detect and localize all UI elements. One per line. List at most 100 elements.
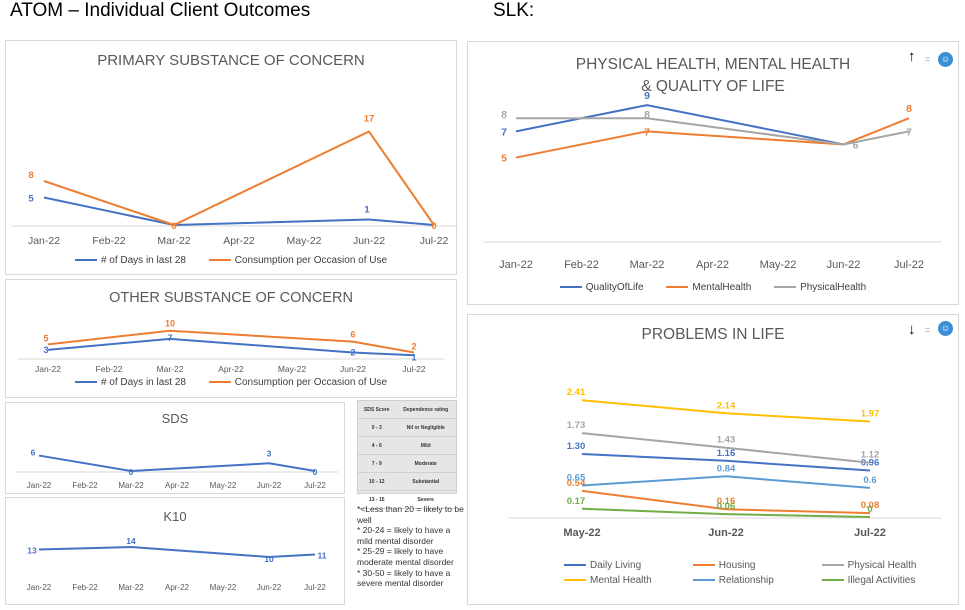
legend-item: MentalHealth bbox=[666, 282, 751, 293]
physical-mental-health-chart: PHYSICAL HEALTH, MENTAL HEALTH & QUALITY… bbox=[467, 41, 959, 305]
x-tick-label: Jan-22 bbox=[35, 364, 61, 374]
x-tick-label: Mar-22 bbox=[118, 583, 144, 592]
x-tick-label: Feb-22 bbox=[72, 481, 98, 490]
data-label: 0.65 bbox=[567, 473, 586, 484]
series-line bbox=[43, 196, 435, 227]
data-label: 0 bbox=[171, 221, 176, 232]
legend-swatch bbox=[208, 259, 231, 262]
data-label: 7 bbox=[906, 126, 912, 138]
data-label: 1.16 bbox=[717, 448, 736, 459]
series-line bbox=[581, 432, 871, 464]
x-tick-label: Jul-22 bbox=[304, 583, 326, 592]
x-tick-label: Apr-22 bbox=[165, 481, 190, 490]
x-tick-label: Apr-22 bbox=[165, 583, 190, 592]
slk-label: SLK: bbox=[493, 0, 535, 21]
chart-title: PROBLEMS IN LIFE bbox=[641, 326, 785, 343]
x-tick-label: Jun-22 bbox=[353, 235, 385, 247]
face-icon[interactable]: ☺ bbox=[938, 321, 953, 336]
other-substance-chart: OTHER SUBSTANCE OF CONCERN Jan-22 Feb-22 M… bbox=[5, 279, 457, 398]
chart-legend: Daily Living Housing Physical Health Men… bbox=[564, 558, 954, 588]
data-label: 8 bbox=[501, 109, 507, 121]
data-label: 1 bbox=[411, 352, 416, 362]
note-line: *<Less than 20 = likely to be well bbox=[357, 504, 464, 525]
data-label: 2 bbox=[350, 348, 355, 358]
data-label: 6 bbox=[31, 448, 36, 458]
series-line bbox=[38, 545, 316, 559]
data-label: 10 bbox=[264, 554, 274, 564]
series-line bbox=[581, 507, 871, 518]
data-label: 0.08 bbox=[861, 500, 880, 511]
data-label: 5 bbox=[28, 194, 34, 205]
x-tick-label: Apr-22 bbox=[218, 364, 244, 374]
data-label: 1.43 bbox=[717, 435, 736, 446]
legend-swatch bbox=[821, 564, 844, 567]
data-label: 8 bbox=[28, 170, 33, 181]
data-label: 3 bbox=[43, 345, 48, 355]
chart-title: PHYSICAL HEALTH, MENTAL HEALTH & QUALITY… bbox=[468, 54, 958, 98]
table-cell: 4 - 6 bbox=[358, 436, 396, 455]
down-arrow-icon[interactable]: ↓ bbox=[908, 321, 916, 338]
table-row: 13 - 15 Severe bbox=[358, 490, 456, 509]
note-line: * 20-24 = likely to have a mild mental d… bbox=[357, 525, 451, 546]
legend-item: # of Days in last 28 bbox=[74, 377, 186, 388]
problems-chart-svg: May-22 Jun-22 Jul-221.301.160.960.540.16 0.… bbox=[508, 387, 942, 539]
x-tick-label: Apr-22 bbox=[696, 259, 729, 271]
legend-swatch bbox=[564, 564, 586, 567]
data-label: 2 bbox=[411, 342, 416, 352]
data-label: 0.6 bbox=[863, 475, 876, 486]
data-label: 8 bbox=[906, 103, 912, 115]
x-tick-label: Jul-22 bbox=[420, 235, 449, 247]
series-line bbox=[47, 329, 415, 354]
x-tick-label: Jan-22 bbox=[28, 235, 60, 247]
x-tick-label: Jul-22 bbox=[894, 259, 924, 271]
table-cell: Mild bbox=[395, 436, 456, 455]
data-label: 1.30 bbox=[567, 441, 586, 452]
x-tick-label: Feb-22 bbox=[96, 364, 123, 374]
page-title: ATOM – Individual Client Outcomes bbox=[10, 0, 311, 21]
x-tick-label: Jun-22 bbox=[257, 481, 282, 490]
legend-swatch bbox=[774, 286, 797, 289]
chart-title: PRIMARY SUBSTANCE OF CONCERN bbox=[97, 52, 365, 69]
x-tick-label: Feb-22 bbox=[564, 259, 599, 271]
data-label: 1.97 bbox=[861, 409, 880, 420]
table-row: 4 - 6 Mild bbox=[358, 436, 456, 455]
legend-label: # of Days in last 28 bbox=[100, 377, 186, 388]
sds-reference-table: SDS Score Dependence rating 0 - 3 Nil or … bbox=[357, 400, 457, 509]
other-chart-svg: Jan-22 Feb-22 Mar-22 Apr-22 May-22 Jun-22 Jul-… bbox=[17, 319, 445, 374]
legend-swatch bbox=[208, 381, 231, 384]
data-label: 5 bbox=[501, 153, 507, 165]
legend-label: Relationship bbox=[718, 575, 774, 586]
chart-title-line: & QUALITY OF LIFE bbox=[641, 78, 785, 95]
series-line bbox=[581, 453, 871, 472]
legend-label: # of Days in last 28 bbox=[100, 255, 186, 266]
sds-chart-svg: Jan-22 Feb-22 Mar-22 Apr-22 May-22 Jun-22 Jul-… bbox=[16, 448, 338, 490]
legend-swatch bbox=[564, 579, 586, 582]
series-line bbox=[515, 117, 910, 159]
note-line: * 30-50 = likely to have a severe mental… bbox=[357, 567, 451, 589]
series-line bbox=[581, 489, 871, 515]
data-label: 8 bbox=[644, 109, 650, 121]
x-tick-label: Jun-22 bbox=[340, 364, 366, 374]
legend-label: Mental Health bbox=[590, 575, 652, 586]
data-label: 1.12 bbox=[861, 450, 880, 461]
legend-item: Illegal Activities bbox=[821, 575, 948, 586]
series-line bbox=[581, 399, 871, 423]
sds-chart: SDS Jan-22 Feb-22 Mar-22 Apr-22 May-22 Jun-22… bbox=[5, 402, 345, 494]
legend-swatch bbox=[74, 259, 97, 262]
table-header-row: SDS Score Dependence rating bbox=[358, 401, 456, 419]
note-line: * 25-29 = likely to have moderate mental… bbox=[357, 546, 454, 567]
series-line bbox=[47, 337, 415, 357]
primary-substance-chart: PRIMARY SUBSTANCE OF CONCERN Jan-22 Feb-2… bbox=[5, 40, 458, 275]
x-tick-label: Jun-22 bbox=[827, 259, 861, 271]
chart-title: K10 bbox=[163, 509, 187, 524]
x-tick-label: Apr-22 bbox=[223, 235, 255, 247]
legend-label: Physical Health bbox=[847, 560, 917, 571]
face-icon[interactable]: ☺ bbox=[938, 52, 953, 67]
x-tick-label: Jul-22 bbox=[854, 527, 886, 539]
data-label: 0.16 bbox=[717, 496, 736, 507]
up-arrow-icon[interactable]: ↑ bbox=[908, 48, 916, 65]
chart-title: OTHER SUBSTANCE OF CONCERN bbox=[109, 290, 353, 306]
legend-swatch bbox=[666, 286, 689, 289]
data-label: 10 bbox=[165, 319, 175, 329]
legend-swatch bbox=[74, 381, 97, 384]
